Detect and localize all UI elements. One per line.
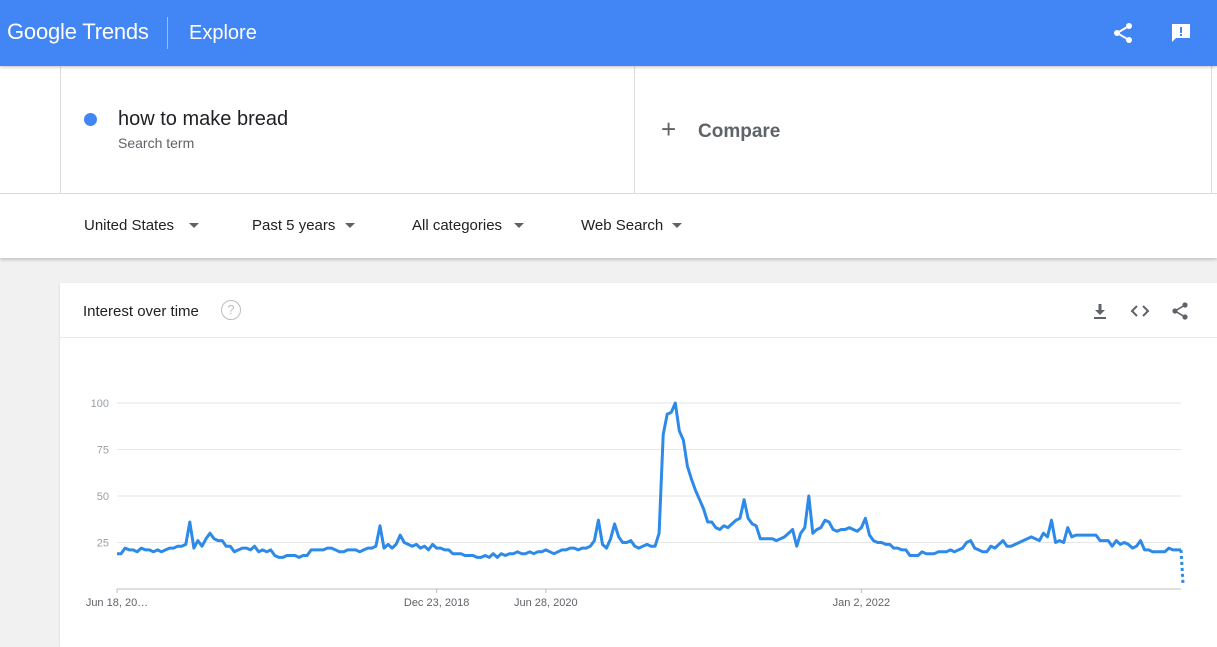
term-color-dot	[84, 113, 97, 126]
x-tick-label: Jun 28, 2020	[514, 597, 578, 609]
dropdown-arrow-icon	[189, 223, 200, 228]
compare-button[interactable]: + Compare	[634, 66, 1212, 194]
page-title: Explore	[189, 22, 257, 44]
dropdown-arrow-icon	[672, 223, 683, 228]
region-dropdown-label: United States	[84, 217, 175, 234]
card-header: Interest over time ?	[60, 283, 1217, 338]
share-icon[interactable]	[1170, 301, 1190, 321]
category-dropdown-label: All categories	[412, 217, 503, 234]
dropdown-arrow-icon	[345, 223, 356, 228]
filter-bar: United States Past 5 years All categorie…	[0, 194, 1217, 258]
y-tick-label: 50	[97, 491, 109, 503]
share-icon[interactable]	[1111, 21, 1135, 45]
region-dropdown[interactable]: United States	[84, 217, 200, 234]
category-dropdown[interactable]: All categories	[412, 217, 525, 234]
help-icon[interactable]: ?	[221, 300, 241, 320]
y-tick-label: 100	[91, 398, 109, 410]
card-title: Interest over time	[83, 303, 199, 320]
interest-over-time-chart[interactable]: 25 50 75 100 Jun 18, 20… Dec 23, 2018 Jun 28, …	[60, 339, 1217, 639]
compare-label: Compare	[698, 121, 781, 142]
search-panel: how to make bread Search term + Compare	[0, 66, 1217, 194]
interest-over-time-card: Interest over time ? 25 50 75 100 Jun 18, 20…	[60, 283, 1217, 647]
series-line	[117, 401, 1181, 559]
search-property-dropdown[interactable]: Web Search	[581, 217, 683, 234]
search-term-type: Search term	[118, 135, 195, 151]
time-range-dropdown[interactable]: Past 5 years	[252, 217, 356, 234]
search-term-card[interactable]: how to make bread Search term	[60, 66, 635, 194]
search-property-dropdown-label: Web Search	[581, 217, 664, 234]
logo-trends-text: Trends	[82, 19, 149, 44]
y-tick-label: 25	[97, 538, 109, 550]
x-tick-label: Jan 2, 2022	[833, 597, 891, 609]
dropdown-arrow-icon	[514, 223, 525, 228]
x-tick-label: Jun 18, 20…	[86, 597, 148, 609]
y-tick-label: 75	[97, 445, 109, 457]
logo-google-text: Google	[7, 19, 77, 44]
plus-icon: +	[661, 114, 677, 144]
search-term-text[interactable]: how to make bread	[118, 108, 289, 130]
partial-data-line	[1179, 549, 1185, 584]
embed-icon[interactable]	[1130, 301, 1150, 321]
x-tick-label: Dec 23, 2018	[404, 597, 469, 609]
feedback-icon[interactable]	[1169, 21, 1193, 45]
google-trends-logo[interactable]: Google Trends	[7, 19, 149, 45]
top-app-bar: Google Trends Explore	[0, 0, 1217, 66]
download-icon[interactable]	[1090, 301, 1110, 321]
time-range-dropdown-label: Past 5 years	[252, 217, 336, 234]
header-divider	[167, 17, 168, 49]
